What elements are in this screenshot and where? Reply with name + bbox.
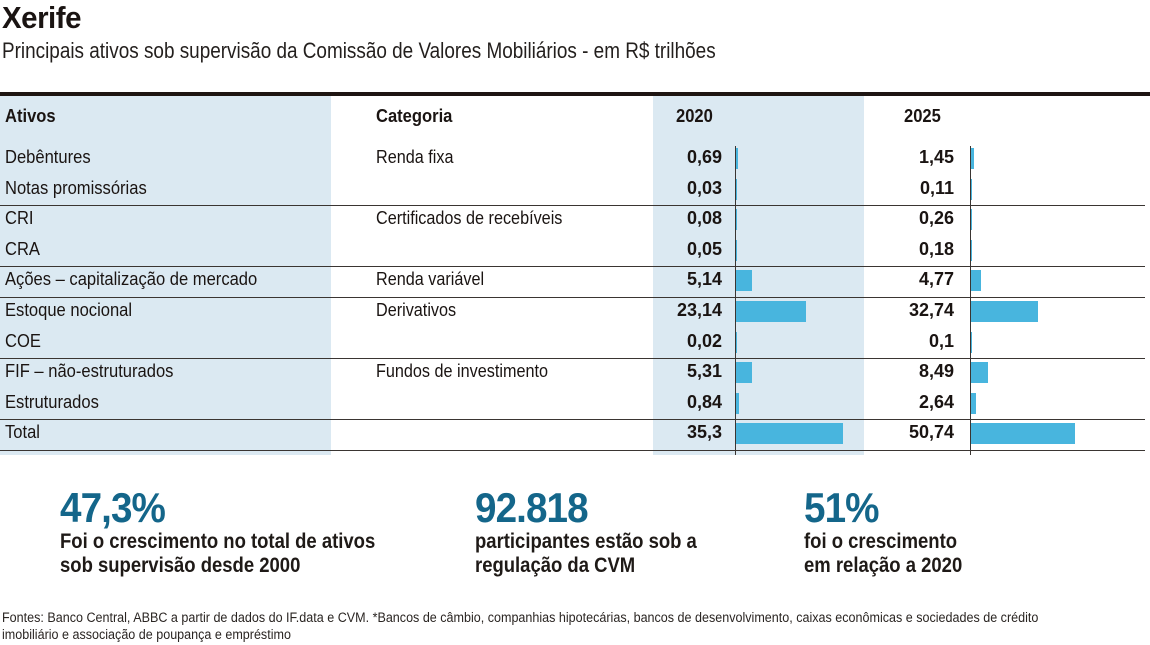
value-2025: 50,74: [908, 422, 954, 443]
asset-name: FIF – não-estruturados: [5, 361, 174, 382]
footnote-line1: Fontes: Banco Central, ABBC a partir de …: [2, 610, 1039, 625]
value-2020: 5,14: [686, 269, 722, 290]
asset-name: CRI: [5, 208, 34, 229]
value-2020: 23,14: [676, 300, 722, 320]
asset-name: Debêntures: [5, 147, 91, 167]
bar-2020: [736, 392, 739, 414]
bar-2025: [971, 148, 974, 169]
table-row: Debêntures Renda fixa 0,69 1,45: [0, 143, 1145, 174]
bar-2025: [971, 178, 972, 200]
stat-desc-line2: em relação a 2020: [804, 554, 963, 577]
value-2020: 0,69: [686, 147, 722, 167]
asset-name: Notas promissórias: [5, 177, 147, 198]
group-separator: [0, 419, 1145, 420]
bar-2025: [971, 362, 989, 384]
value-2020: 5,31: [686, 361, 722, 382]
footnote: Fontes: Banco Central, ABBC a partir de …: [2, 609, 1067, 643]
group-separator: [0, 205, 1145, 206]
chart-title: Xerife: [2, 0, 82, 35]
asset-category: Fundos de investimento: [376, 361, 548, 382]
stat-desc-line1: participantes estão sob a: [475, 530, 697, 553]
stat-growth-since-2000: 47,3% Foi o crescimento no total de ativ…: [60, 484, 418, 580]
chart-subtitle: Principais ativos sob supervisão da Comi…: [2, 38, 716, 63]
table-row: Notas promissórias 0,03 0,11: [0, 174, 1145, 205]
value-2025: 1,45: [918, 147, 954, 167]
table-row: FIF – não-estruturados Fundos de investim…: [0, 357, 1145, 388]
asset-name: Estruturados: [5, 391, 99, 412]
stat-desc-line2: sob supervisão desde 2000: [60, 554, 301, 577]
value-2020: 0,05: [686, 238, 722, 259]
asset-category: Renda variável: [376, 269, 485, 290]
bar-2025: [971, 331, 972, 353]
value-2025: 8,49: [918, 361, 954, 382]
value-2020: 35,3: [686, 422, 722, 443]
bar-2020: [736, 178, 737, 200]
bar-2020: [736, 209, 737, 231]
value-2020: 0,03: [686, 177, 722, 198]
value-2025: 4,77: [918, 269, 954, 290]
value-2020: 0,84: [686, 391, 722, 412]
bar-2020: [736, 270, 752, 292]
footnote-line2: imobiliário e associação de poupança e e…: [2, 627, 291, 642]
table-row: Estoque nocional Derivativos 23,14 32,74: [0, 296, 1145, 327]
stat-value: 47,3%: [60, 484, 166, 531]
stat-desc-line2: regulação da CVM: [475, 554, 636, 577]
asset-name: Ações – capitalização de mercado: [5, 269, 258, 290]
assets-column-shade: [0, 96, 331, 455]
table-row: CRA 0,05 0,18: [0, 235, 1145, 266]
bar-2020: [736, 362, 753, 384]
header-category: Categoria: [376, 106, 453, 126]
value-2020: 0,08: [686, 208, 722, 229]
year-2020-column-shade: [653, 96, 864, 455]
bar-2025: [971, 301, 1039, 322]
table-row: COE 0,02 0,1: [0, 327, 1145, 358]
stat-value: 92.818: [475, 484, 589, 531]
value-2020: 0,02: [686, 330, 722, 351]
bar-2020: [736, 239, 737, 261]
asset-name: Estoque nocional: [5, 300, 133, 320]
value-2025: 32,74: [908, 300, 954, 320]
group-separator: [0, 297, 1145, 298]
group-separator: [0, 450, 1145, 451]
bar-2025: [971, 423, 1076, 445]
asset-category: Derivativos: [376, 300, 457, 320]
bar-2020: [736, 423, 843, 445]
top-rule: [0, 92, 1150, 96]
stat-value: 51%: [804, 484, 879, 531]
bar-2025: [971, 209, 972, 231]
header-assets: Ativos: [5, 106, 56, 126]
asset-name: CRA: [5, 238, 40, 259]
stat-growth-vs-2020: 51% foi o crescimento em relação a 2020: [804, 484, 984, 580]
asset-name: Total: [5, 422, 40, 443]
bar-2020: [736, 148, 739, 169]
value-2025: 0,26: [918, 208, 954, 229]
table-row: CRI Certificados de recebíveis 0,08 0,26: [0, 204, 1145, 235]
axis-2025: [970, 146, 971, 455]
asset-category: Renda fixa: [376, 147, 454, 167]
asset-category: Certificados de recebíveis: [376, 208, 563, 229]
asset-name: COE: [5, 330, 41, 351]
group-separator: [0, 266, 1145, 267]
stat-desc-line1: foi o crescimento: [804, 530, 958, 553]
group-separator: [0, 358, 1145, 359]
value-2025: 0,18: [918, 238, 954, 259]
bar-2020: [736, 331, 737, 353]
header-2025: 2025: [904, 106, 941, 126]
bar-2025: [971, 392, 977, 414]
stat-desc-line1: Foi o crescimento no total de ativos: [60, 530, 376, 553]
bar-2025: [971, 239, 972, 261]
header-2020: 2020: [676, 106, 713, 126]
value-2025: 0,1: [928, 330, 954, 351]
axis-2020: [735, 146, 736, 455]
bar-2020: [736, 301, 807, 322]
table-row: Estruturados 0,84 2,64: [0, 388, 1145, 419]
bar-2025: [971, 270, 981, 292]
value-2025: 2,64: [918, 391, 954, 412]
value-2025: 0,11: [919, 177, 954, 198]
stat-participants: 92.818 participantes estão sob a regulaç…: [475, 484, 727, 580]
table-row: Total 35,3 50,74: [0, 418, 1145, 449]
table-row: Ações – capitalização de mercado Renda va…: [0, 265, 1145, 296]
